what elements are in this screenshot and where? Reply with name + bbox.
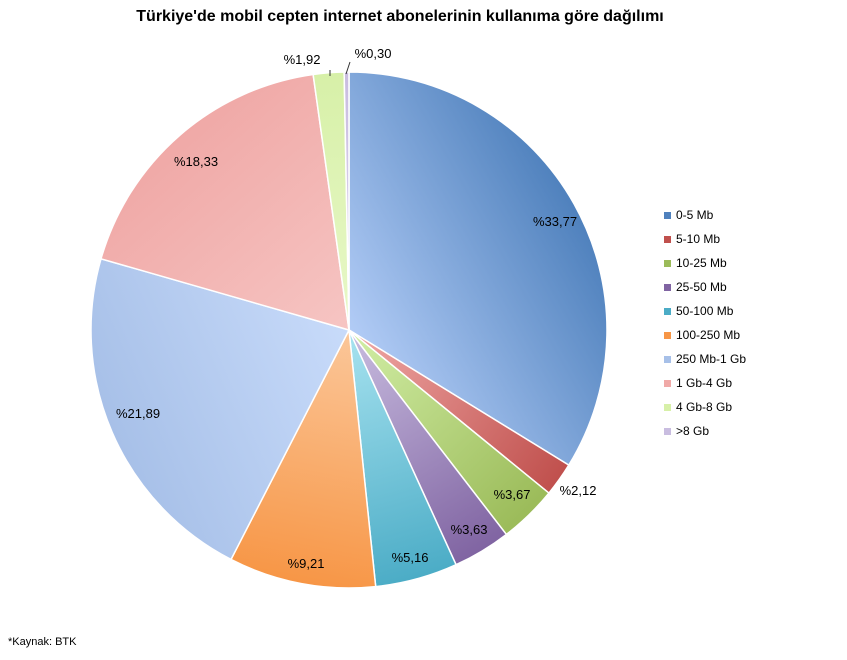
legend-item-2: 5-10 Mb	[664, 227, 746, 251]
legend-item-10: >8 Gb	[664, 419, 746, 443]
chart-legend: 0-5 Mb 5-10 Mb 10-25 Mb 25-50 Mb 50-100 Mb 10…	[664, 203, 746, 443]
legend-swatch	[664, 235, 671, 243]
legend-label: 25-50 Mb	[676, 280, 727, 294]
legend-swatch	[664, 379, 671, 387]
legend-label: 100-250 Mb	[676, 328, 741, 342]
legend-item-6: 100-250 Mb	[664, 323, 746, 347]
legend-swatch	[664, 331, 671, 339]
legend-item-1: 0-5 Mb	[664, 203, 746, 227]
slice-label-9: %1,92	[284, 52, 321, 67]
source-note: *Kaynak: BTK	[8, 636, 77, 648]
leader-line-10	[345, 61, 351, 75]
legend-item-3: 10-25 Mb	[664, 251, 746, 275]
pie-slice-8	[100, 73, 350, 332]
slice-label-2: %2,12	[560, 483, 597, 498]
slice-label-1: %33,77	[533, 214, 577, 229]
slice-label-10: %0,30	[355, 46, 392, 61]
legend-item-5: 50-100 Mb	[664, 299, 746, 323]
slice-label-5: %5,16	[392, 550, 429, 565]
pie-slice-6	[229, 327, 377, 589]
legend-swatch	[664, 259, 671, 267]
legend-item-9: 4 Gb-8 Gb	[664, 395, 746, 419]
chart-title: Türkiye'de mobil cepten internet abonele…	[136, 8, 664, 25]
legend-item-4: 25-50 Mb	[664, 275, 746, 299]
legend-swatch	[664, 211, 671, 219]
legend-label: 10-25 Mb	[676, 256, 727, 270]
legend-item-7: 250 Mb-1 Gb	[664, 347, 746, 371]
legend-swatch	[664, 283, 671, 291]
pie-slice-7	[90, 257, 351, 561]
slice-label-7: %21,89	[116, 406, 160, 421]
slice-label-4: %3,63	[451, 522, 488, 537]
legend-swatch	[664, 307, 671, 315]
legend-label: 1 Gb-4 Gb	[676, 376, 733, 390]
slice-label-6: %9,21	[288, 556, 325, 571]
legend-label: 50-100 Mb	[676, 304, 734, 318]
legend-label: 5-10 Mb	[676, 232, 721, 246]
legend-label: 250 Mb-1 Gb	[676, 352, 747, 366]
pie-slice-1	[348, 71, 608, 467]
legend-item-8: 1 Gb-4 Gb	[664, 371, 746, 395]
slice-label-8: %18,33	[174, 154, 218, 169]
legend-label: 4 Gb-8 Gb	[676, 400, 733, 414]
legend-swatch	[664, 355, 671, 363]
legend-label: 0-5 Mb	[676, 208, 714, 222]
slice-label-3: %3,67	[494, 487, 531, 502]
legend-label: >8 Gb	[676, 424, 710, 438]
legend-swatch	[664, 427, 671, 435]
legend-swatch	[664, 403, 671, 411]
